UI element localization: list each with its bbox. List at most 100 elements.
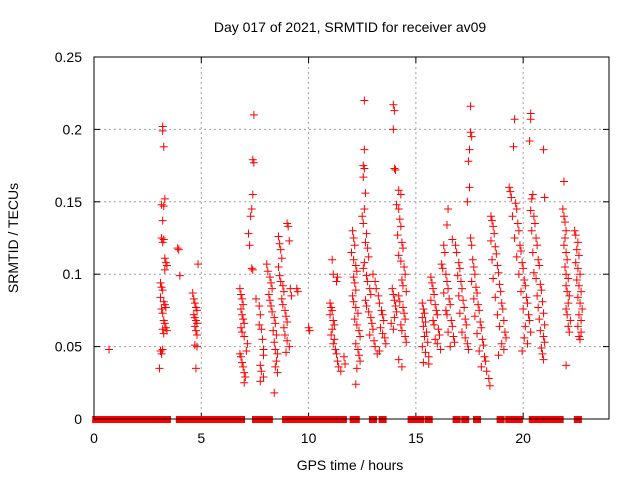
data-point — [360, 145, 369, 154]
data-point — [577, 328, 586, 337]
data-point — [460, 303, 469, 312]
data-point — [157, 304, 166, 313]
data-point — [240, 319, 249, 328]
data-point — [389, 100, 398, 109]
data-point — [159, 142, 168, 151]
data-point — [465, 145, 474, 154]
data-point — [282, 348, 291, 357]
data-point — [240, 368, 249, 377]
data-point — [491, 242, 500, 251]
data-point — [279, 323, 288, 332]
data-point — [576, 270, 585, 279]
data-point — [350, 278, 359, 287]
x-tick-label: 0 — [90, 430, 98, 446]
data-point — [389, 290, 398, 299]
data-point — [162, 261, 171, 270]
data-point — [535, 261, 544, 270]
data-point — [561, 234, 570, 242]
data-point — [158, 309, 167, 318]
data-point — [572, 275, 581, 284]
data-point — [350, 315, 359, 324]
data-point — [508, 212, 517, 221]
data-point — [492, 249, 501, 258]
data-point — [477, 323, 486, 332]
data-point — [512, 252, 521, 261]
data-point — [174, 245, 183, 254]
data-point — [363, 277, 372, 286]
data-point — [158, 345, 167, 354]
data-point — [562, 281, 571, 290]
data-point — [272, 357, 281, 366]
data-point — [327, 331, 336, 340]
data-point — [258, 335, 267, 344]
data-point — [247, 205, 256, 214]
data-point — [448, 235, 457, 244]
data-point — [371, 342, 380, 351]
data-point — [527, 194, 536, 203]
data-point — [280, 331, 289, 340]
data-point — [500, 328, 509, 337]
data-point — [418, 313, 427, 322]
data-point — [252, 294, 261, 303]
data-point — [160, 194, 169, 203]
data-point — [469, 294, 478, 303]
data-point — [380, 333, 389, 342]
data-point — [366, 290, 375, 299]
data-point — [256, 310, 265, 319]
data-point — [326, 310, 335, 319]
data-point — [191, 364, 200, 373]
data-point — [268, 307, 277, 316]
data-point — [190, 322, 199, 331]
data-point — [239, 300, 248, 309]
data-point — [448, 322, 457, 331]
data-point — [370, 336, 379, 345]
data-point — [243, 339, 252, 348]
data-point — [282, 312, 291, 321]
data-point — [515, 241, 524, 250]
data-point — [401, 315, 410, 324]
data-point — [193, 306, 201, 315]
data-point — [305, 326, 314, 335]
data-point — [351, 286, 360, 295]
data-point — [494, 351, 503, 360]
x-tick-label: 10 — [301, 430, 317, 446]
data-point — [527, 226, 536, 235]
data-point — [442, 277, 451, 286]
data-point — [376, 323, 385, 332]
data-point — [476, 317, 485, 326]
data-point — [392, 200, 401, 209]
data-point — [463, 339, 472, 348]
data-point — [488, 255, 497, 264]
data-point — [452, 248, 461, 257]
data-point — [510, 234, 519, 242]
data-point — [275, 271, 284, 280]
data-point — [442, 310, 451, 319]
data-point — [475, 346, 484, 355]
data-point — [330, 320, 339, 329]
data-point — [275, 239, 284, 248]
data-point — [272, 331, 281, 340]
data-point — [563, 255, 572, 264]
data-point — [240, 332, 249, 341]
data-point — [238, 328, 247, 337]
data-point — [366, 313, 375, 322]
data-points — [105, 96, 587, 397]
data-point — [236, 352, 245, 361]
data-point — [391, 165, 400, 174]
data-point — [239, 362, 248, 371]
data-point — [401, 270, 410, 279]
data-point — [573, 293, 582, 302]
data-point — [283, 336, 292, 345]
data-point — [526, 206, 535, 215]
data-point — [445, 294, 454, 303]
data-point — [574, 251, 583, 260]
data-point — [270, 338, 279, 347]
data-point — [244, 229, 253, 238]
data-point — [450, 338, 459, 347]
data-point — [433, 310, 442, 319]
data-point — [530, 219, 539, 228]
data-point — [390, 164, 399, 173]
data-point — [562, 361, 571, 370]
data-point — [348, 291, 357, 300]
